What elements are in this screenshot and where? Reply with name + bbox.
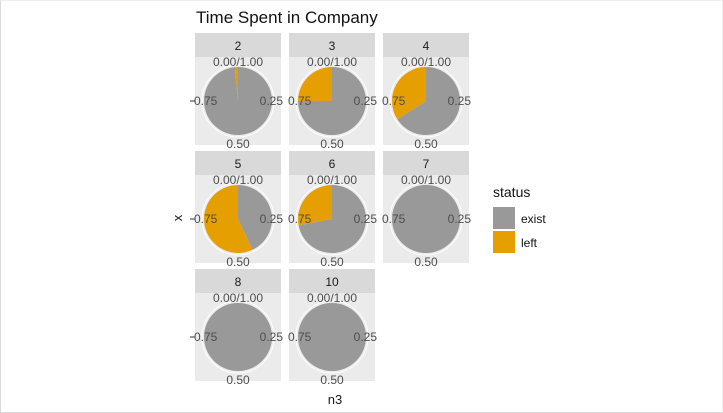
pie-slice-exist — [397, 67, 460, 135]
theta-tick-label: 0.25 — [354, 94, 378, 108]
theta-tick-label: 0.00/1.00 — [401, 55, 451, 69]
polar-grid-circle — [389, 64, 463, 138]
theta-tick-label: 0.00/1.00 — [307, 173, 357, 187]
facet-strip-label: 8 — [235, 275, 242, 289]
theta-tick-label: 0.50 — [226, 255, 250, 269]
facet-strip — [289, 33, 375, 57]
facet-strip — [383, 151, 469, 175]
pie-slice-left — [234, 67, 238, 101]
theta-tick-label: 0.75 — [382, 212, 406, 226]
facet-strip — [289, 269, 375, 293]
facet-strip-label: 5 — [235, 157, 242, 171]
facet-strip — [195, 33, 281, 57]
facet-strip — [289, 151, 375, 175]
facet-strip — [383, 33, 469, 57]
theta-tick-label: 0.50 — [320, 137, 344, 151]
theta-tick-label: 0.75 — [194, 212, 218, 226]
facet-strip-label: 6 — [329, 157, 336, 171]
theta-tick-label: 0.00/1.00 — [307, 291, 357, 305]
theta-tick-label: 0.25 — [260, 212, 284, 226]
chart-title: Time Spent in Company — [196, 8, 378, 27]
pie-slice-left — [298, 67, 332, 101]
theta-tick-label: 0.50 — [414, 255, 438, 269]
pie-slice-left — [204, 185, 253, 254]
facet-strip — [195, 151, 281, 175]
facet-strip-label: 10 — [325, 275, 339, 289]
pie-slice-exist — [298, 303, 366, 371]
pie-slice-exist — [238, 185, 273, 250]
theta-tick-label: 0.25 — [260, 94, 284, 108]
theta-tick-label: 0.25 — [448, 94, 472, 108]
theta-tick-label: 0.25 — [260, 330, 284, 344]
theta-tick-label: 0.25 — [354, 212, 378, 226]
polar-grid-circle — [201, 300, 275, 374]
theta-tick-label: 0.00/1.00 — [401, 173, 451, 187]
theta-tick-label: 0.75 — [288, 212, 312, 226]
polar-grid-circle — [389, 182, 463, 256]
theta-tick-label: 0.50 — [226, 373, 250, 387]
facet-strip-label: 7 — [423, 157, 430, 171]
theta-tick-label: 0.75 — [382, 94, 406, 108]
facet-grid: 2 0.00/1.00 0.25 0.50 0.75 3 0.00/1.00 0.25 0.50… — [190, 33, 471, 387]
facet-strip-label: 3 — [329, 39, 336, 53]
pie-slice-exist — [204, 303, 272, 371]
x-axis-label: n3 — [328, 392, 342, 407]
y-axis-label: x — [170, 214, 185, 221]
theta-tick-label: 0.75 — [288, 330, 312, 344]
facet-strip-label: 2 — [235, 39, 242, 53]
legend-label-left: left — [521, 236, 538, 250]
theta-tick-label: 0.50 — [414, 137, 438, 151]
polar-grid-circle — [295, 182, 369, 256]
facet-strip — [195, 269, 281, 293]
theta-tick-label: 0.75 — [194, 330, 218, 344]
polar-grid-circle — [295, 300, 369, 374]
pie-slice-left — [392, 67, 426, 120]
facet-strip-label: 4 — [423, 39, 430, 53]
theta-tick-label: 0.00/1.00 — [213, 291, 263, 305]
pie-slice-exist — [298, 185, 366, 253]
theta-tick-label: 0.75 — [194, 94, 218, 108]
theta-tick-label: 0.00/1.00 — [213, 55, 263, 69]
polar-grid-circle — [201, 64, 275, 138]
legend-key-left — [493, 231, 515, 253]
theta-tick-label: 0.50 — [320, 373, 344, 387]
polar-grid-circle — [201, 182, 275, 256]
theta-tick-label: 0.25 — [354, 330, 378, 344]
pie-slice-left — [297, 185, 332, 226]
theta-tick-label: 0.00/1.00 — [213, 173, 263, 187]
theta-tick-label: 0.50 — [320, 255, 344, 269]
polar-grid-circle — [295, 64, 369, 138]
theta-tick-label: 0.00/1.00 — [307, 55, 357, 69]
legend-label-exist: exist — [521, 212, 546, 226]
legend-title: status — [493, 184, 530, 200]
theta-tick-label: 0.50 — [226, 137, 250, 151]
theta-tick-label: 0.75 — [288, 94, 312, 108]
pie-slice-exist — [392, 185, 460, 253]
legend: status exist left — [493, 184, 546, 253]
theta-tick-label: 0.25 — [448, 212, 472, 226]
legend-key-exist — [493, 207, 515, 229]
